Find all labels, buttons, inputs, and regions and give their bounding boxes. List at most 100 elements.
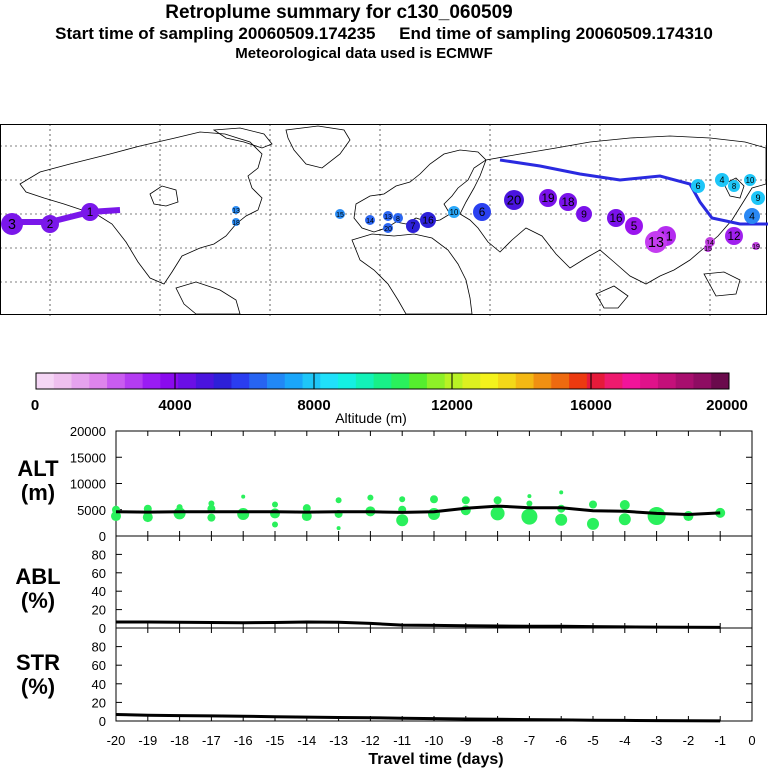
map-marker-label: 18 [561,196,574,209]
colorbar-tick: 20000 [706,397,748,414]
y-tick-label: 20 [92,603,106,618]
x-tick-label: -3 [651,733,663,748]
x-tick-label: -16 [234,733,253,748]
x-tick-label: -9 [460,733,472,748]
x-tick-label: -5 [587,733,599,748]
map-marker [607,209,625,227]
alt-scatter-point [555,513,568,526]
map-marker [365,215,375,225]
map-marker-label: 9 [581,210,587,221]
colorbar-cell [142,373,161,389]
map-marker [576,206,592,222]
alt-scatter-point [272,501,278,508]
x-tick-label: -1 [714,733,726,748]
x-tick-label: -10 [425,733,444,748]
panel-frame-abl [115,535,753,629]
map-marker [744,208,760,224]
series-line-alt [115,504,721,517]
map-marker [645,231,667,253]
colorbar-cell [444,373,463,389]
abl-yunit: (%) [21,588,55,613]
map-marker-label: 19 [752,244,760,251]
map-marker-label: 6 [479,206,486,219]
alt-scatter-point [302,504,311,513]
map-marker-label: 8 [732,182,736,191]
alt-scatter-point [176,504,183,511]
map-marker [473,203,491,221]
map-marker-label: 18 [232,220,240,227]
x-tick-label: -13 [329,733,348,748]
map-marker-label: 9 [755,193,760,203]
colorbar-cell [657,373,677,389]
alt-scatter-point [428,507,440,520]
map-marker [393,213,403,223]
colorbar-cell [195,373,215,389]
y-tick-label: 40 [92,584,106,599]
map-marker [232,218,240,226]
map-marker [448,206,460,218]
map-marker-label: 19 [541,192,554,205]
y-tick-label: 10000 [70,477,106,492]
y-tick-label: 0 [99,714,106,729]
colorbar-cell [498,373,517,389]
met-data-note: Meteorological data used is ECMWF [235,45,493,62]
map-marker-label: 20 [507,193,521,208]
alt-scatter-point [367,494,374,501]
map-marker [559,193,577,211]
map-marker [744,174,756,186]
sampling-start: Start time of sampling 20060509.174235 [55,24,376,43]
map-marker-label: 7 [410,221,415,231]
map-marker [728,180,740,192]
map-marker [383,223,393,233]
colorbar-cell [355,373,375,389]
map-marker-label: 3 [8,217,16,233]
alt-scatter-point [526,500,533,507]
colorbar-cell [711,373,730,389]
colorbar-cell [462,373,481,389]
map-marker-label: 1 [87,206,94,219]
y-tick-label: 20000 [70,424,106,439]
colorbar-cell [693,373,712,389]
x-tick-label: -8 [492,733,504,748]
colorbar-cell [426,373,446,389]
colorbar-cell [320,373,339,389]
str-ylabel: STR [16,650,60,675]
colorbar-cell [409,373,428,389]
alt-scatter-point [208,500,215,507]
colorbar-cell [586,373,606,389]
alt-scatter-point [618,513,631,526]
map-marker-label: 16 [422,216,434,227]
map-marker [335,209,345,219]
map-marker-label: 10 [746,176,755,185]
map-marker-label: 10 [450,208,459,217]
colorbar-cell [675,373,694,389]
alt-scatter-point [272,521,278,528]
y-tick-label: 5000 [77,503,106,518]
colorbar-cell [89,373,108,389]
x-tick-label: -11 [393,733,411,748]
map-marker [406,219,420,233]
abl-ylabel: ABL [15,564,60,589]
colorbar-cell [71,373,90,389]
colorbar-tick: 16000 [570,397,612,414]
map-marker [715,173,729,187]
x-axis-label: Travel time (days) [368,751,503,768]
alt-scatter-point [336,526,341,531]
alt-yunit: (m) [21,480,55,505]
trajectory-path-west [10,207,121,225]
colorbar-cell [267,373,286,389]
alt-scatter-point [587,517,599,530]
colorbar-cell [569,373,588,389]
sampling-end: End time of sampling 20060509.174310 [399,24,713,43]
alt-scatter-point [559,490,564,495]
alt-scatter-point [490,506,505,521]
map-marker [539,189,557,207]
map-marker [420,212,436,228]
map-marker [41,215,59,233]
colorbar-tick: 8000 [297,397,330,414]
panel-frame-str [115,627,753,722]
colorbar-cell [622,373,641,389]
x-tick-label: -12 [361,733,380,748]
colorbar-cell [231,373,250,389]
